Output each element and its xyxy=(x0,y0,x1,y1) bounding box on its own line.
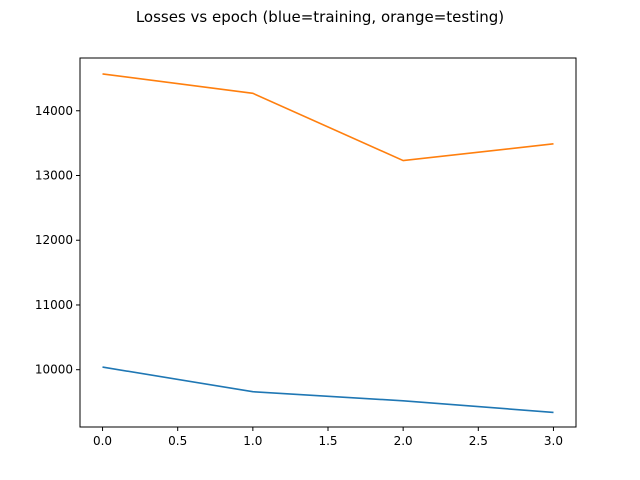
y-axis: 10000 11000 12000 13000 14000 xyxy=(35,104,80,377)
x-tick-label: 1.5 xyxy=(318,434,337,448)
series-line-1 xyxy=(102,366,554,414)
y-tick-label: 13000 xyxy=(35,168,73,182)
series-layer xyxy=(102,73,554,414)
chart-title: Losses vs epoch (blue=training, orange=t… xyxy=(136,8,504,26)
y-tick-label: 14000 xyxy=(35,104,73,118)
series-line-2 xyxy=(102,73,554,162)
x-tick-label: 2.0 xyxy=(394,434,413,448)
x-tick-label: 3.0 xyxy=(544,434,563,448)
plot-frame xyxy=(79,57,577,428)
y-tick-label: 11000 xyxy=(35,298,73,312)
y-tick-label: 12000 xyxy=(35,233,73,247)
x-tick-label: 0.0 xyxy=(93,434,112,448)
x-axis: 0.0 0.5 1.0 1.5 2.0 2.5 3.0 xyxy=(93,427,563,448)
y-tick-label: 10000 xyxy=(35,363,73,377)
x-tick-label: 1.0 xyxy=(243,434,262,448)
x-tick-label: 2.5 xyxy=(469,434,488,448)
x-tick-label: 0.5 xyxy=(168,434,187,448)
